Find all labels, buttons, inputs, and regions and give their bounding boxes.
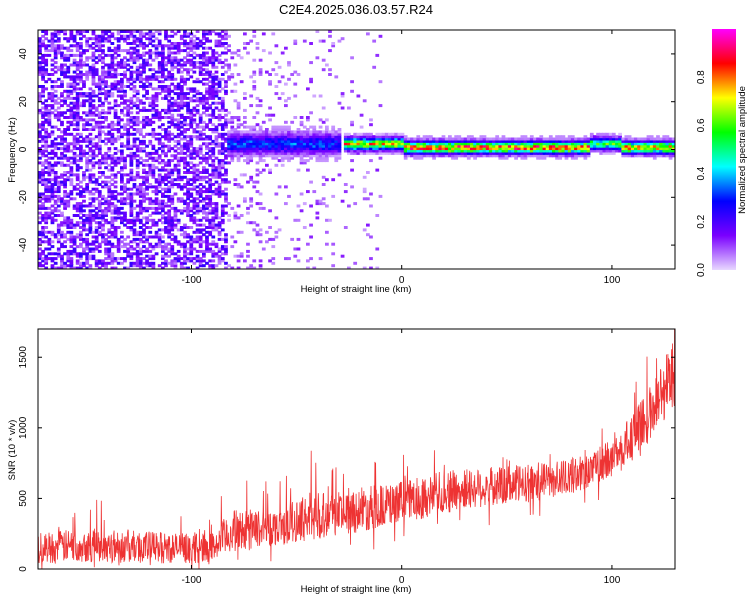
x-tick-label: -100 (181, 275, 201, 286)
colorbar: 0.0 0.2 0.4 0.6 0.8 Normalized spectral ampl… (696, 29, 748, 277)
snr-x-ticks: -100 0 100 (181, 329, 621, 586)
snr-y-ticks: 0 500 1000 1500 (18, 346, 675, 572)
colorbar-label: Normalized spectral amplitude (737, 86, 748, 214)
y-tick-label: 40 (18, 48, 29, 60)
x-tick-label: 100 (604, 275, 621, 286)
y-tick-label: -40 (18, 237, 29, 252)
y-tick-label: 20 (18, 96, 29, 108)
snr-frame (37, 328, 676, 570)
y-tick-label: -20 (18, 190, 29, 205)
x-tick-label: 0 (399, 275, 405, 286)
colorbar-tick-label: 0.8 (696, 70, 707, 84)
spectrogram-x-label: Height of straight line (km) (301, 284, 412, 295)
snr-panel: -100 0 100 0 500 1000 1500 Height of straight… (7, 328, 676, 595)
y-tick-label: 0 (18, 566, 29, 572)
snr-series-line (38, 329, 675, 569)
y-tick-label: 1500 (18, 346, 29, 369)
spectrogram-x-ticks: -100 0 100 (181, 30, 621, 286)
colorbar-tick-label: 0.4 (696, 166, 707, 180)
y-tick-label: 500 (18, 490, 29, 507)
spectrogram-y-label: Frequency (Hz) (7, 117, 18, 182)
colorbar-tick-label: 0.6 (696, 118, 707, 132)
y-tick-label: 0 (18, 146, 29, 152)
spectrogram-panel: -100 0 100 -40 -20 0 20 40 Height of straight … (7, 29, 676, 295)
snr-x-label: Height of straight line (km) (301, 584, 412, 595)
x-tick-label: -100 (181, 575, 201, 586)
x-tick-label: 100 (604, 575, 621, 586)
y-tick-label: 1000 (18, 416, 29, 439)
spectrogram-y-ticks: -40 -20 0 20 40 (18, 48, 675, 252)
colorbar-tick-label: 0.0 (696, 263, 707, 277)
colorbar-bar (712, 29, 736, 270)
spectrogram-cells (38, 30, 675, 269)
colorbar-ticks: 0.0 0.2 0.4 0.6 0.8 (696, 70, 707, 277)
x-tick-label: 0 (399, 575, 405, 586)
figure-title: C2E4.2025.036.03.57.R24 (279, 2, 433, 17)
colorbar-tick-label: 0.2 (696, 214, 707, 228)
snr-trace (38, 329, 675, 569)
snr-y-label: SNR (10 * v/v) (7, 420, 18, 481)
